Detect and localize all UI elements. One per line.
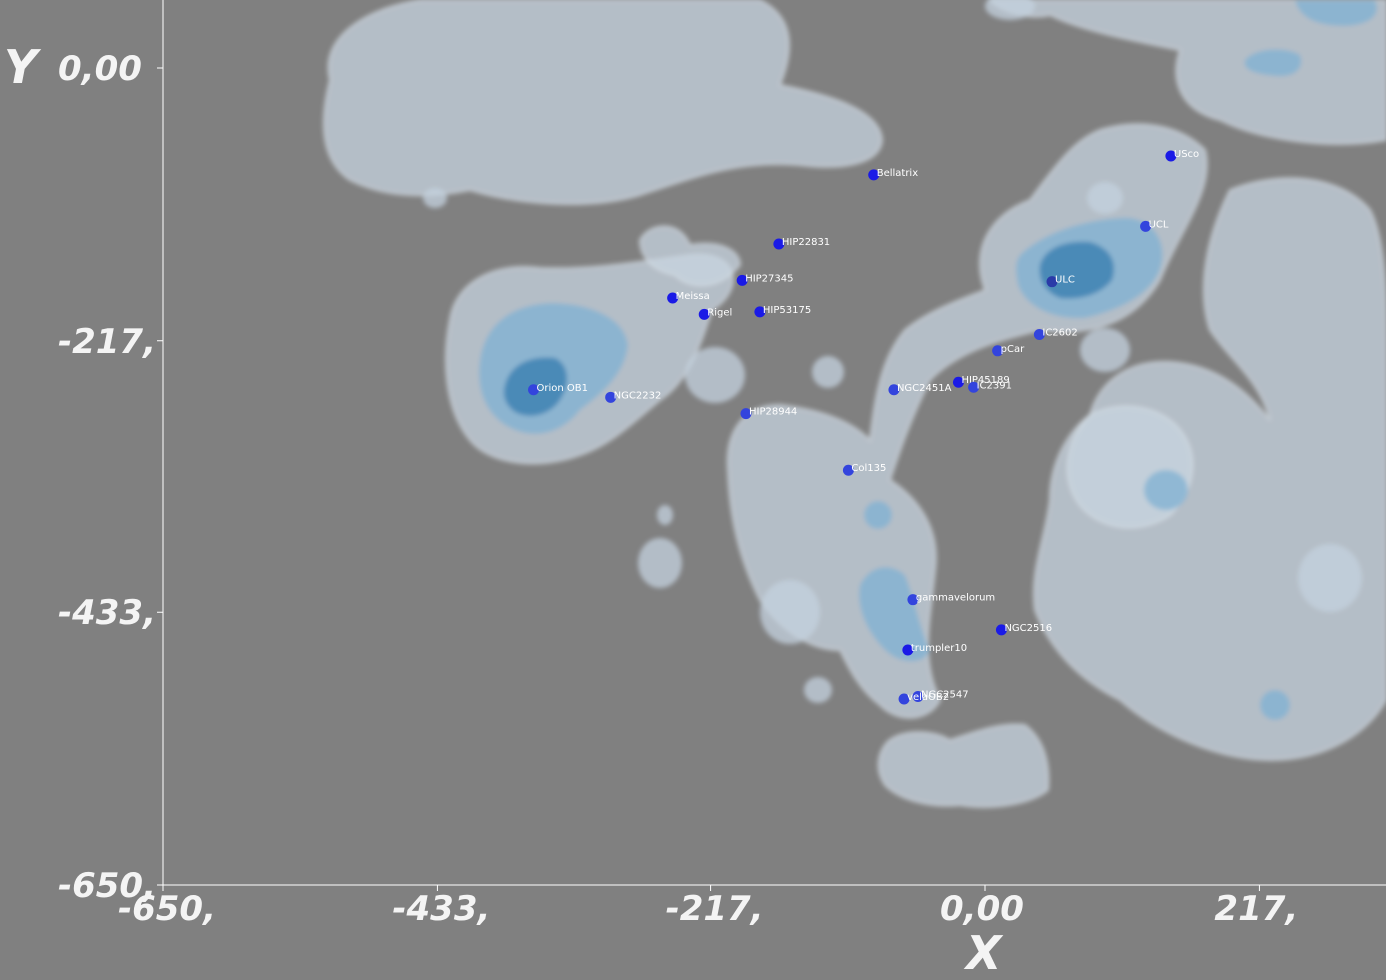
star-point: Rigel [698,307,732,320]
x-tick-label: -217, [666,889,764,929]
y-tick-label: 0,00 [58,49,142,89]
x-tick-label: -650, [118,889,216,929]
star-point: IC2602 [1033,327,1078,340]
star-label: HIP28944 [749,407,797,418]
star-marker [952,376,964,388]
star-marker [992,345,1004,357]
star-point: HIP45189 [952,375,1010,388]
star-label: NGC2451A [897,383,952,394]
star-label: HIP45189 [961,375,1009,386]
star-point: pCar [992,344,1025,357]
x-tick-label: 0,00 [940,889,1024,929]
star-label: Col135 [851,463,886,474]
star-marker [698,308,710,320]
star-marker [902,644,914,656]
star-point: Col135 [842,463,886,476]
star-marker [740,408,752,420]
star-marker [842,464,854,476]
y-ticks: 0,00 -217, -433, -650, [58,49,163,906]
star-label: Meissa [676,291,710,302]
star-point: HIP22831 [773,237,830,250]
cloud-upper-middle [638,225,742,287]
star-label: NGC2547 [921,689,969,700]
star-label: ULC [1055,275,1075,286]
star-marker [528,384,540,396]
star-label: UCL [1149,219,1169,230]
star-label: IC2391 [977,380,1012,391]
cloud-bottom [877,723,1050,808]
star-marker [1165,150,1177,162]
star-label: IC2602 [1042,327,1077,338]
x-ticks: -650, -433, -217, 0,00 217, [118,885,1298,929]
axes [162,0,1386,886]
star-marker [995,624,1007,636]
y-tick-label: -433, [58,593,156,633]
star-marker [736,274,748,286]
star-point: HIP28944 [740,407,797,420]
star-label: pCar [1001,344,1025,355]
star-marker [898,693,910,705]
star-point: Bellatrix [868,168,918,181]
star-point: gammavelorum [907,593,995,606]
x-tick-label: 217, [1214,889,1298,929]
star-point: UCL [1140,219,1169,232]
star-label: gammavelorum [916,593,995,604]
star-label: Rigel [707,307,732,318]
star-point: IC2391 [968,380,1012,393]
star-marker [773,238,785,250]
x-tick-label: -433, [392,889,490,929]
star-marker [1033,328,1045,340]
star-point: Orion OB1 [528,383,588,396]
star-point: NGC2516 [995,623,1052,636]
star-marker [907,594,919,606]
star-point: Meissa [667,291,710,304]
star-marker [605,391,617,403]
cloud-top-left [323,0,884,206]
star-label: Bellatrix [877,168,919,179]
star-label: trumpler10 [911,643,967,654]
star-label: HIP27345 [745,273,793,284]
star-point: HIP27345 [736,273,794,286]
star-marker [754,306,766,318]
cloud-right-lower [1066,405,1194,529]
star-label: velaOB2 [907,692,949,703]
y-tick-label: -650, [58,866,156,906]
star-marker [667,292,679,304]
volume-plot: -650, -433, -217, 0,00 217, 0,00-217,-433,-6… [58,0,1386,929]
star-point: NGC2232 [605,390,661,403]
star-point: NGC2547 [912,689,969,702]
star-label: NGC2232 [614,390,662,401]
star-label: Orion OB1 [537,383,589,394]
star-marker [888,384,900,396]
star-point: velaOB2 [898,692,949,705]
star-marker [868,169,880,181]
star-point: NGC2451A [888,383,952,396]
star-label: USco [1174,149,1199,160]
star-point: ULC [1046,275,1075,288]
star-point: USco [1165,149,1199,162]
data-points: Bellatrix HIP22831 HIP27345 Meissa Rigel HIP5… [528,149,1199,705]
y-axis-title: Y [4,40,38,94]
star-label: HIP22831 [782,237,830,248]
star-label: HIP53175 [763,305,811,316]
star-label: NGC2516 [1004,623,1052,634]
star-point: HIP53175 [754,305,811,318]
star-marker [912,690,924,702]
star-marker [968,381,980,393]
y-tick-label: -217, [58,322,156,362]
star-marker [1046,276,1058,288]
star-point: trumpler10 [902,643,967,656]
cloud-top-right [988,0,1386,145]
density-clouds [323,0,1386,808]
star-marker [1140,220,1152,232]
